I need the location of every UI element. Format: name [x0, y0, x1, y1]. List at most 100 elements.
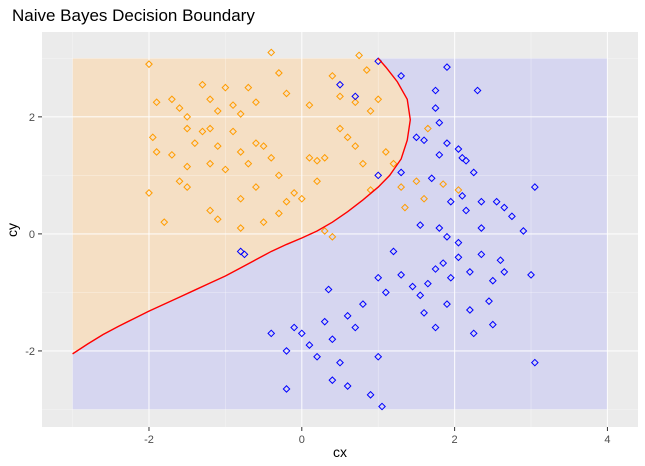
blue-point — [508, 212, 516, 221]
blue-point — [477, 224, 486, 232]
grid-lines — [42, 32, 638, 427]
orange-point — [336, 92, 344, 101]
blue-point — [473, 86, 482, 95]
orange-point — [351, 98, 360, 107]
orange-point — [282, 89, 291, 98]
orange-point — [401, 203, 409, 212]
orange-point — [297, 194, 306, 203]
blue-point — [519, 227, 528, 235]
orange-point — [252, 139, 260, 148]
blue-point — [492, 197, 501, 206]
blue-point — [469, 168, 478, 177]
orange-point — [236, 194, 245, 203]
blue-point — [446, 197, 455, 206]
blue-point — [343, 382, 352, 390]
blue-point — [313, 352, 321, 361]
blue-point — [305, 341, 314, 349]
y-tick-label: -2 — [25, 346, 35, 358]
blue-point — [366, 390, 375, 399]
blue-point — [374, 352, 383, 361]
x-tick-label: 0 — [299, 434, 305, 446]
orange-point — [328, 71, 337, 80]
orange-point — [190, 139, 199, 148]
blue-point — [267, 329, 276, 338]
orange-point — [145, 60, 153, 69]
orange-point — [274, 69, 283, 77]
x-tick-label: -2 — [144, 434, 154, 446]
blue-point — [469, 329, 478, 338]
orange-point — [355, 51, 364, 60]
blue-point — [374, 273, 383, 282]
orange-point — [362, 66, 371, 74]
blue-point — [462, 156, 470, 165]
orange-point — [282, 197, 291, 206]
blue-point — [435, 150, 444, 159]
orange-point — [267, 48, 276, 57]
orange-point — [259, 218, 268, 227]
orange-point — [267, 153, 276, 162]
orange-point — [160, 218, 169, 227]
blue-point — [420, 308, 428, 317]
blue-point — [427, 174, 436, 183]
orange-point — [183, 183, 192, 191]
orange-point — [145, 189, 153, 197]
blue-point — [443, 139, 451, 148]
orange-point — [152, 98, 161, 107]
orange-point — [454, 186, 463, 194]
orange-point — [374, 95, 383, 104]
y-tick-label: 2 — [29, 112, 35, 124]
orange-point — [229, 101, 237, 110]
orange-point — [313, 156, 321, 165]
blue-point — [381, 288, 390, 297]
blue-point — [530, 183, 539, 191]
orange-point — [183, 112, 192, 121]
blue-point — [408, 282, 417, 291]
orange-point — [420, 194, 428, 203]
blue-point — [328, 335, 337, 344]
blue-point — [530, 358, 539, 367]
orange-point — [167, 95, 176, 104]
blue-point — [477, 197, 486, 206]
orange-point — [213, 215, 222, 224]
blue-point — [412, 133, 421, 142]
decision-boundary-line — [72, 57, 412, 355]
blue-point — [416, 291, 425, 300]
orange-point — [259, 142, 268, 151]
orange-class-region — [72, 58, 411, 354]
orange-point — [206, 124, 215, 133]
orange-point — [221, 165, 230, 174]
orange-point — [439, 180, 448, 189]
blue-point — [351, 323, 360, 332]
blue-point — [465, 306, 474, 314]
x-tick-label: 4 — [604, 434, 610, 446]
orange-point — [206, 95, 215, 104]
orange-point — [328, 232, 337, 241]
blue-point — [282, 347, 291, 355]
data-points — [145, 48, 539, 411]
orange-point — [320, 227, 329, 235]
blue-point — [431, 323, 440, 332]
blue-point — [240, 250, 249, 259]
blue-point — [351, 92, 360, 101]
blue-point — [297, 329, 306, 338]
blue-point — [454, 253, 463, 262]
blue-point — [397, 270, 406, 279]
blue-point — [397, 71, 406, 80]
orange-point — [236, 224, 245, 232]
blue-point — [431, 86, 440, 95]
x-axis-title: cx — [333, 444, 347, 460]
blue-point — [328, 376, 337, 385]
orange-point — [167, 150, 176, 159]
blue-point — [462, 206, 470, 215]
orange-point — [244, 159, 253, 168]
orange-point — [336, 124, 344, 133]
orange-point — [359, 159, 367, 168]
blue-point — [477, 250, 486, 259]
blue-point — [500, 268, 509, 276]
orange-point — [423, 124, 432, 133]
blue-point — [374, 171, 383, 180]
orange-point — [343, 133, 352, 142]
orange-point — [213, 107, 222, 115]
blue-point — [458, 153, 467, 162]
